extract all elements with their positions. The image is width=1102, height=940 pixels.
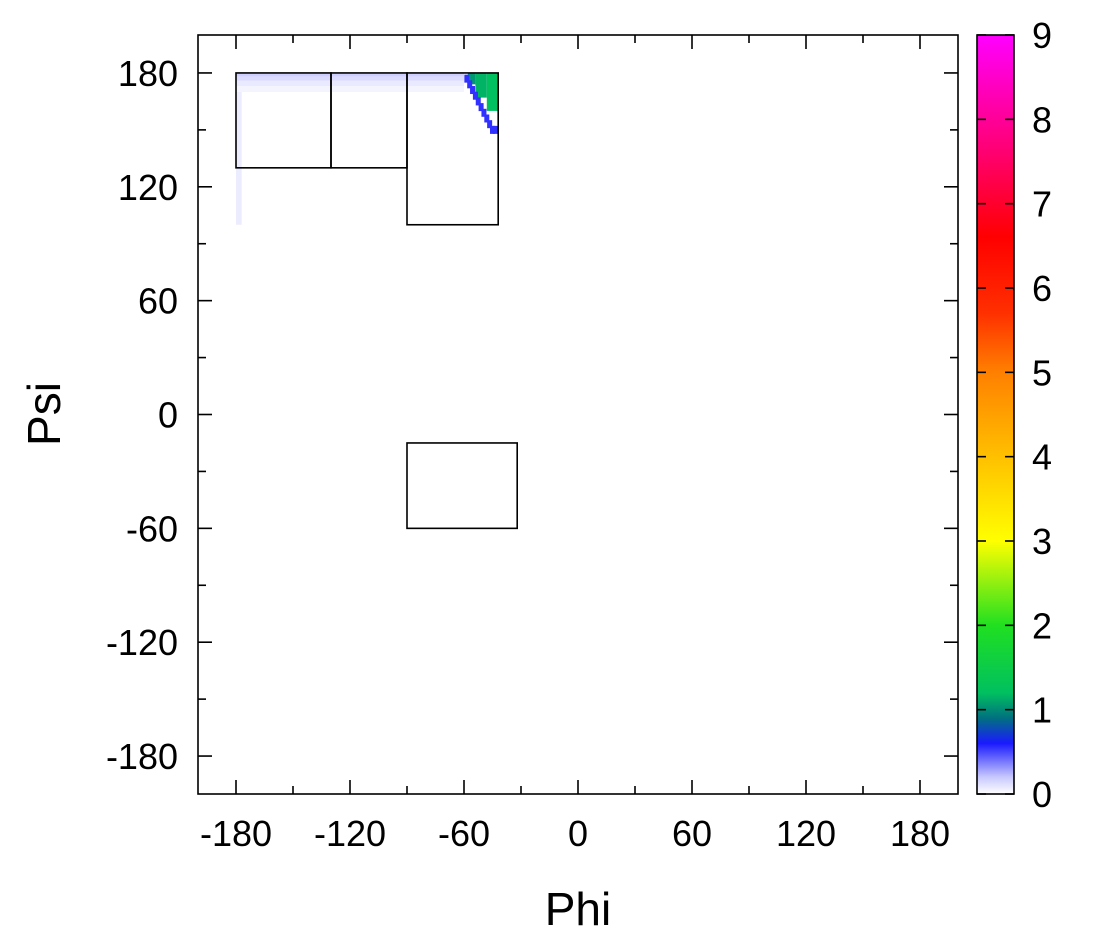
- density-edge-cell: [478, 103, 484, 112]
- colorbar-tick-label: 2: [1032, 605, 1052, 646]
- colorbar-tick-label: 4: [1032, 437, 1052, 478]
- colorbar-tick-label: 1: [1032, 690, 1052, 731]
- x-tick-label: -60: [438, 813, 490, 854]
- density-edge-cell: [492, 125, 498, 134]
- density-edge-cell: [472, 91, 478, 100]
- region-boxes: [235, 72, 518, 530]
- colorbar-ticks: 0 1 2 3 4 5 6 7 8 9: [977, 15, 1052, 815]
- colorbar-tick-label: 8: [1032, 99, 1052, 140]
- colorbar-tick-label: 5: [1032, 352, 1052, 393]
- x-tick-label: -120: [314, 813, 386, 854]
- x-axis-ticks: -180 -120 -60 0 60 120 180: [200, 35, 950, 854]
- density-cell: [475, 72, 487, 98]
- density-cell: [467, 72, 476, 85]
- y-tick-label: 60: [138, 281, 178, 322]
- density-cell: [236, 86, 464, 92]
- density-edge-cell: [470, 86, 476, 95]
- density-layer: [236, 72, 499, 225]
- x-tick-label: 60: [672, 813, 712, 854]
- density-edge-cell: [487, 120, 493, 129]
- density-edge-cell: [490, 125, 495, 134]
- region-box: [406, 442, 518, 530]
- x-axis-label: Phi: [545, 883, 611, 935]
- density-edge-cell: [464, 74, 470, 83]
- y-tick-label: -60: [126, 508, 178, 549]
- colorbar: [976, 34, 1015, 795]
- y-tick-label: 180: [118, 53, 178, 94]
- region-box: [406, 72, 499, 226]
- density-edge-cell: [481, 108, 487, 117]
- colorbar-tick-label: 7: [1032, 184, 1052, 225]
- density-edge-cell: [484, 114, 490, 123]
- x-tick-label: 120: [776, 813, 836, 854]
- density-edge-cell: [475, 97, 481, 106]
- y-tick-label: -180: [106, 736, 178, 777]
- x-tick-label: -180: [200, 813, 272, 854]
- colorbar-tick-label: 6: [1032, 268, 1052, 309]
- density-cell: [236, 80, 464, 87]
- y-axis-label: Psi: [18, 382, 70, 446]
- colorbar-tick-label: 0: [1032, 774, 1052, 815]
- density-edge-cell: [467, 80, 473, 89]
- y-tick-label: 0: [158, 395, 178, 436]
- y-tick-label: 120: [118, 167, 178, 208]
- density-cell: [236, 76, 464, 81]
- x-tick-label: 0: [568, 813, 588, 854]
- density-cell: [486, 72, 499, 111]
- density-cell: [236, 91, 242, 225]
- density-cell: [236, 72, 464, 77]
- y-tick-label: -120: [106, 622, 178, 663]
- y-axis-ticks: -180 -120 -60 0 60 120 180: [106, 53, 958, 777]
- colorbar-tick-label: 9: [1032, 15, 1052, 56]
- x-tick-label: 180: [890, 813, 950, 854]
- colorbar-tick-label: 3: [1032, 521, 1052, 562]
